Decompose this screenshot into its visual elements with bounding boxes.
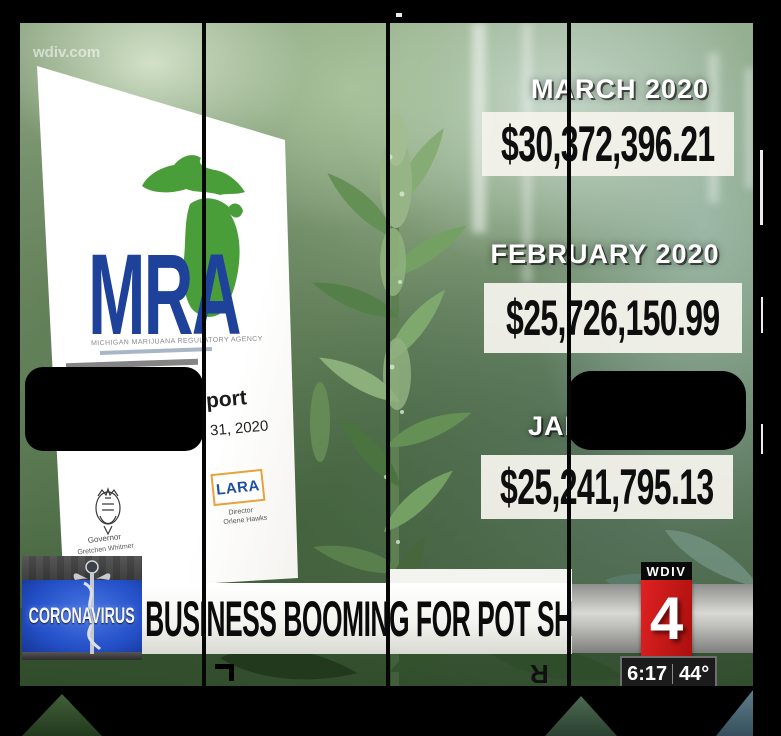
coronavirus-badge: CORONAVIRUS — [22, 556, 142, 660]
greenhouse-post-highlight — [472, 23, 486, 233]
time-temp-divider — [672, 664, 674, 684]
badge-topic-text: CORONAVIRUS — [28, 603, 136, 628]
wdiv-channel-number: 4 — [649, 584, 684, 652]
sales-amount-january: $25,241,795.13 — [481, 455, 733, 519]
headline-text: BUSINESS BOOMING FOR POT SHOPS — [145, 590, 572, 647]
badge-panel — [22, 580, 142, 652]
edge-artifact-dash — [761, 424, 763, 454]
frame-border-left — [0, 0, 20, 736]
edge-artifact-dash — [760, 150, 763, 225]
mra-report-document — [37, 66, 298, 592]
sales-month-march: MARCH 2020 — [520, 73, 720, 104]
redaction-blob — [25, 367, 203, 451]
video-seam-line — [202, 23, 206, 686]
glitch-mark — [229, 664, 234, 681]
sales-month-february: FEBRUARY 2020 — [490, 239, 718, 269]
edge-artifact-dash — [396, 13, 402, 17]
badge-topic: CORONAVIRUS — [22, 602, 142, 630]
frame-border-right — [753, 0, 781, 736]
redaction-blob — [567, 371, 746, 450]
edge-artifact-dash — [761, 297, 763, 333]
amount-text: $30,372,396.21 — [501, 116, 715, 172]
month-label-text: MARCH 2020 — [530, 73, 710, 104]
frame-border-top — [0, 0, 781, 23]
lara-logo: LARA — [210, 468, 266, 507]
wdiv-call-sign: WDIV — [641, 562, 692, 580]
wdiv-call-sign-text: WDIV — [646, 563, 687, 579]
wdiv-channel-logo: 4 — [641, 580, 692, 656]
station-watermark: wdiv.com — [33, 44, 101, 61]
state-seal-icon — [95, 487, 121, 536]
frame-border-bottom — [0, 686, 781, 736]
temperature-value: 44° — [678, 662, 710, 685]
michigan-map-icon — [142, 155, 245, 317]
glitch-mark — [215, 664, 234, 669]
mra-logo-text: MRA — [88, 231, 242, 359]
month-label-text: FEBRUARY 2020 — [490, 238, 720, 269]
sales-amount-march: $30,372,396.21 — [482, 112, 734, 176]
time-temperature-box: 6:17 44° — [620, 656, 717, 692]
lara-logo-text: LARA — [215, 476, 261, 499]
video-seam-line — [386, 23, 390, 686]
clock-time: 6:17 — [627, 662, 668, 685]
greenhouse-post-highlight — [746, 68, 753, 188]
headline-bar: BUSINESS BOOMING FOR POT SHOPS — [142, 583, 572, 654]
amount-text: $25,241,795.13 — [500, 459, 714, 515]
headline-top-strip — [390, 569, 572, 585]
badge-bottom-strip — [22, 652, 142, 660]
flipped-letter-artifact: R — [530, 659, 549, 689]
video-seam-line — [567, 23, 571, 686]
doc-title-fragment: port — [205, 386, 248, 413]
amount-text: $25,726,150.99 — [506, 290, 720, 346]
caduceus-icon — [73, 560, 111, 654]
lara-block: LARA Director Orlene Hawks — [210, 468, 275, 527]
sales-amount-february: $25,726,150.99 — [484, 283, 742, 353]
